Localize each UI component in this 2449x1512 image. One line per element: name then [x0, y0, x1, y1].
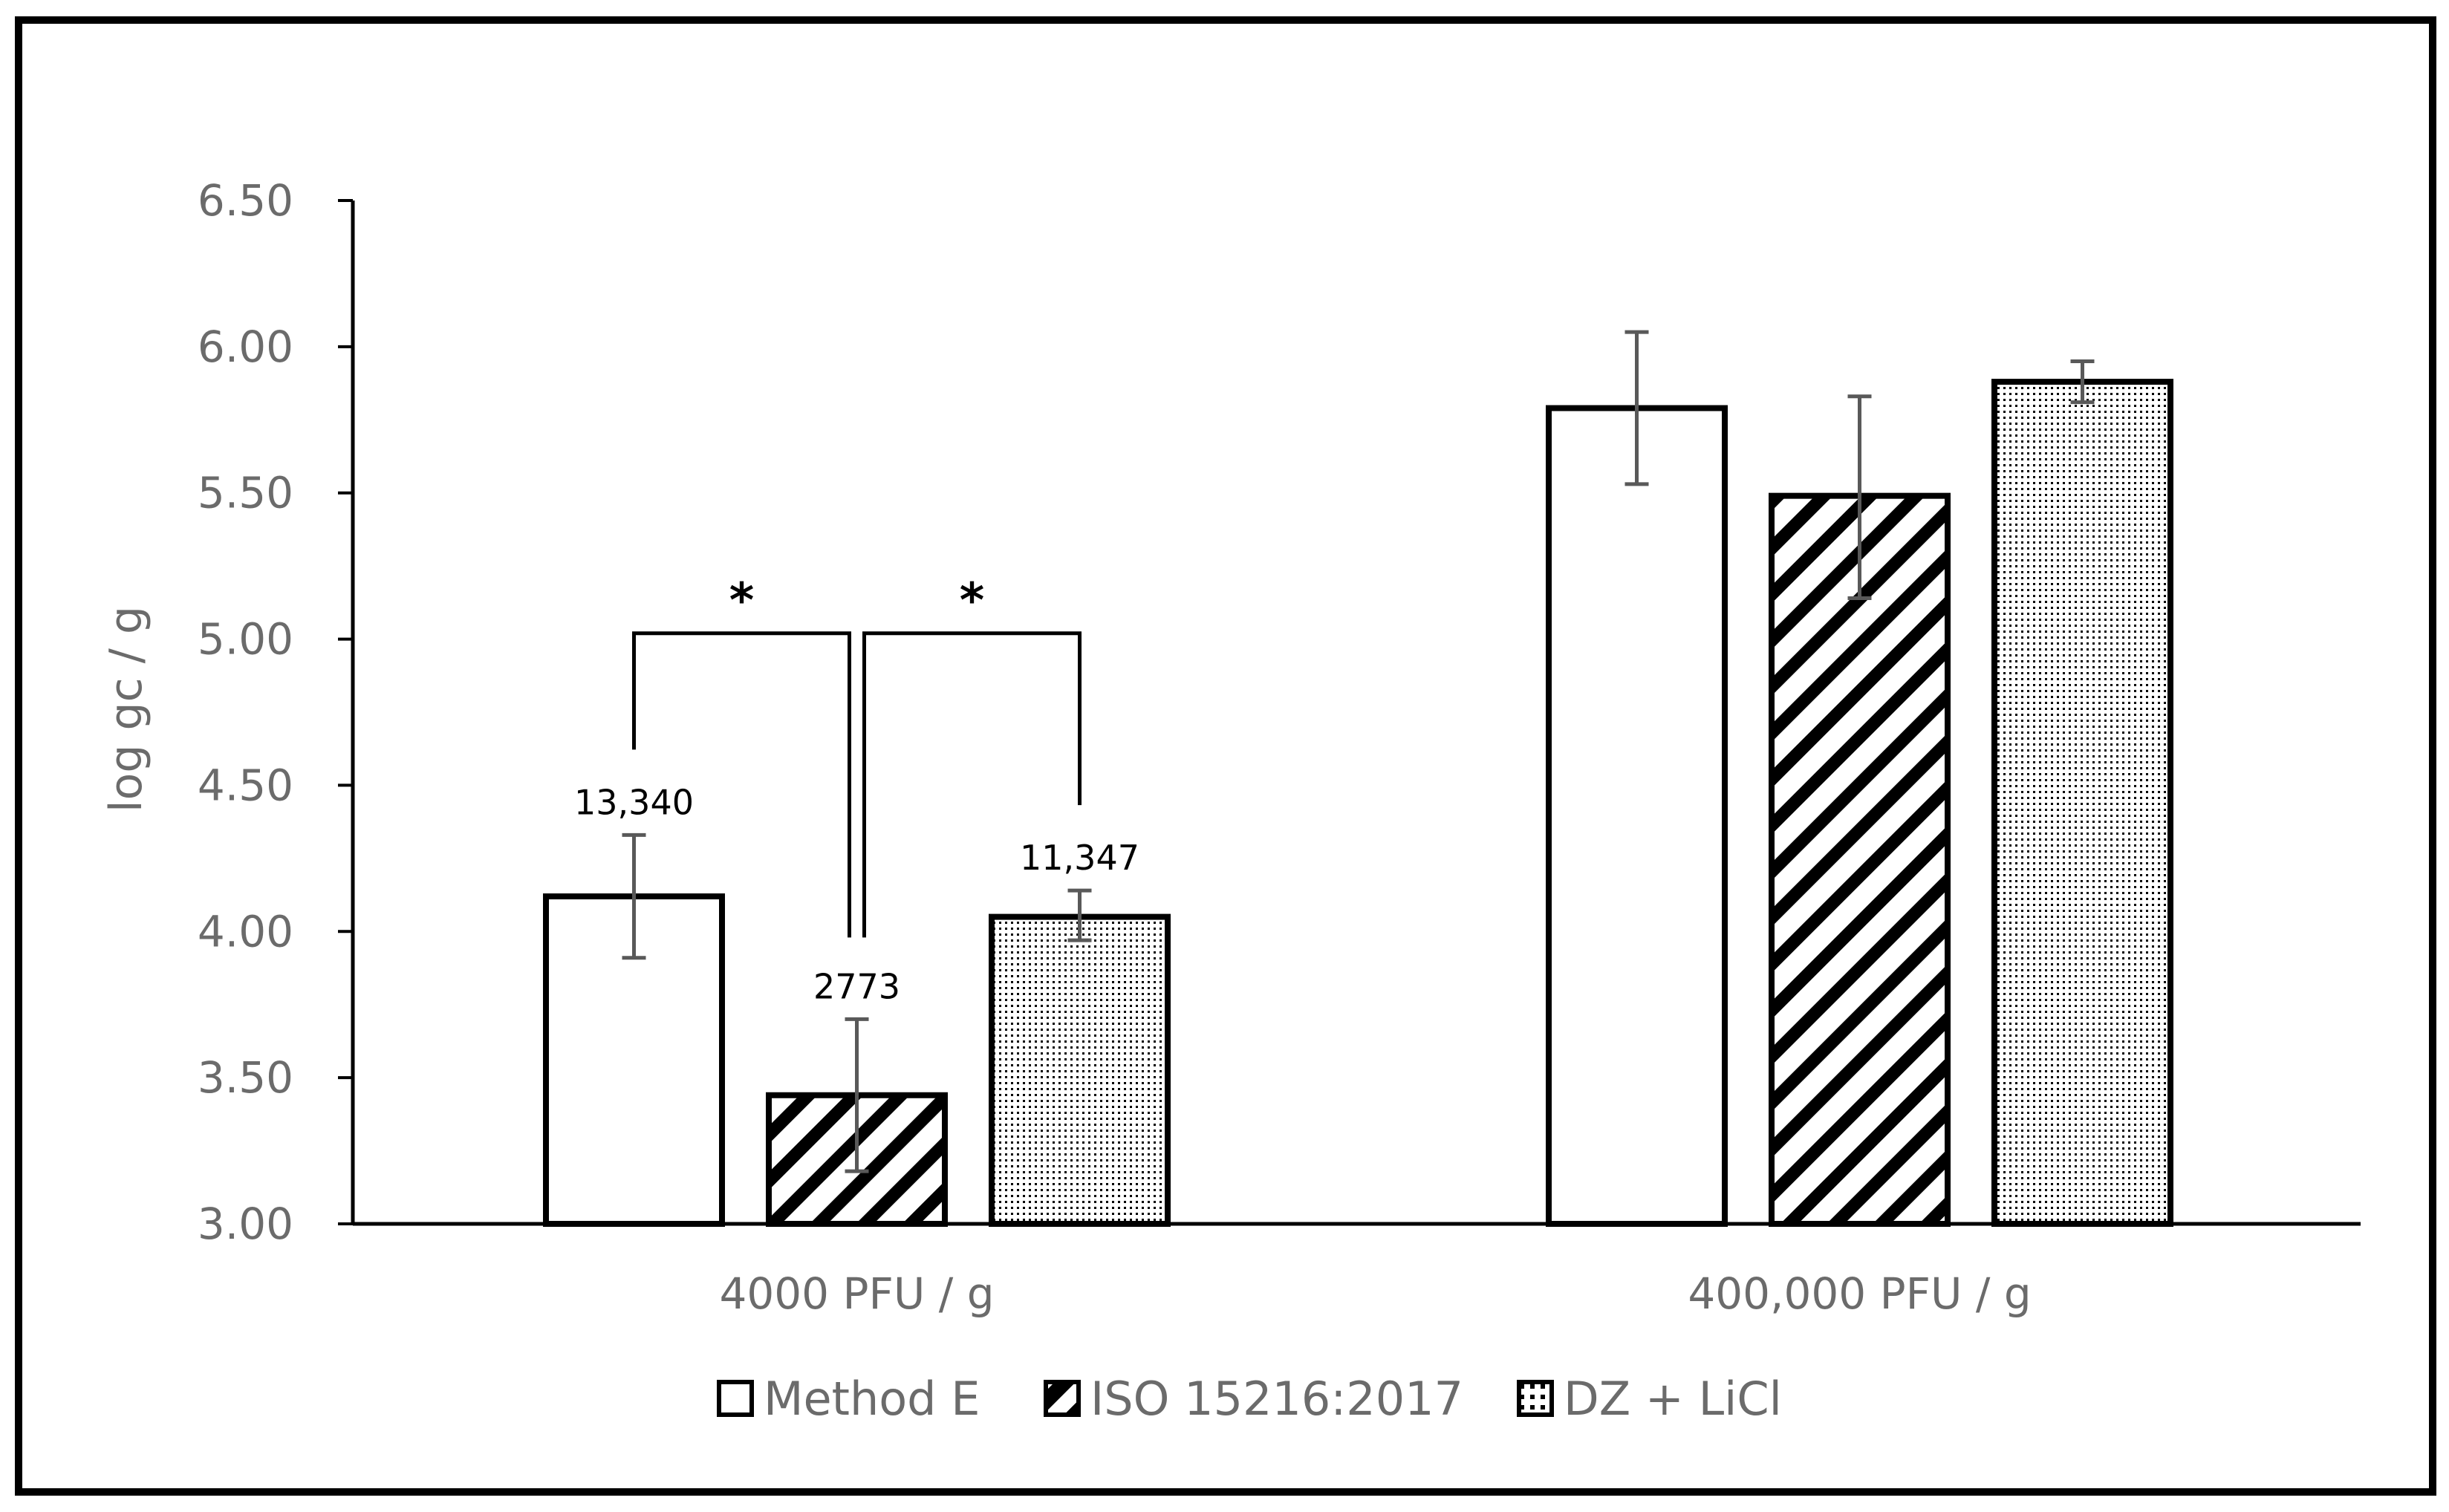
data-label: 2773 [813, 966, 900, 1006]
legend-label: ISO 15216:2017 [1090, 1372, 1463, 1426]
legend-label: DZ + LiCl [1564, 1372, 1782, 1426]
significance-star: * [960, 574, 984, 629]
y-tick-label: 5.50 [198, 468, 293, 518]
legend: Method E ISO 15216:2017 DZ + LiCl [717, 1372, 1782, 1426]
y-tick-label: 6.00 [198, 322, 293, 372]
y-tick-label: 6.50 [198, 175, 293, 226]
y-tick-label: 3.00 [198, 1199, 293, 1249]
legend-swatch [1044, 1380, 1081, 1417]
category-label: 4000 PFU / g [719, 1268, 994, 1319]
significance-bracket [862, 631, 1082, 938]
y-tick-label: 3.50 [198, 1052, 293, 1103]
bars [543, 379, 2173, 1228]
bar [989, 913, 1171, 1227]
category-labels: 4000 PFU / g 400,000 PFU / g [719, 1268, 2031, 1319]
data-labels: 13,340 2773 11,347 [574, 782, 1139, 1006]
data-label: 11,347 [1020, 838, 1139, 878]
legend-label: Method E [764, 1372, 980, 1426]
bar [1546, 405, 1728, 1228]
error-bars [622, 330, 2095, 1173]
data-label: 13,340 [574, 782, 694, 822]
legend-swatch [717, 1380, 754, 1417]
significance-brackets: * * [632, 574, 1082, 938]
y-axis-ticks: 3.00 3.50 4.00 4.50 5.00 5.50 6.00 6.50 [198, 175, 353, 1249]
y-tick-label: 4.00 [198, 906, 293, 957]
chart-frame [15, 16, 2436, 1496]
significance-star: * [729, 574, 754, 629]
y-tick-label: 4.50 [198, 760, 293, 810]
significance-bracket [632, 631, 851, 938]
bar [1769, 492, 1951, 1227]
y-tick-label: 5.00 [198, 614, 293, 665]
bar [1991, 379, 2173, 1227]
category-label: 400,000 PFU / g [1688, 1268, 2031, 1319]
axes [351, 201, 2361, 1226]
y-axis-title: log gc / g [100, 606, 152, 812]
legend-swatch [1517, 1380, 1554, 1417]
